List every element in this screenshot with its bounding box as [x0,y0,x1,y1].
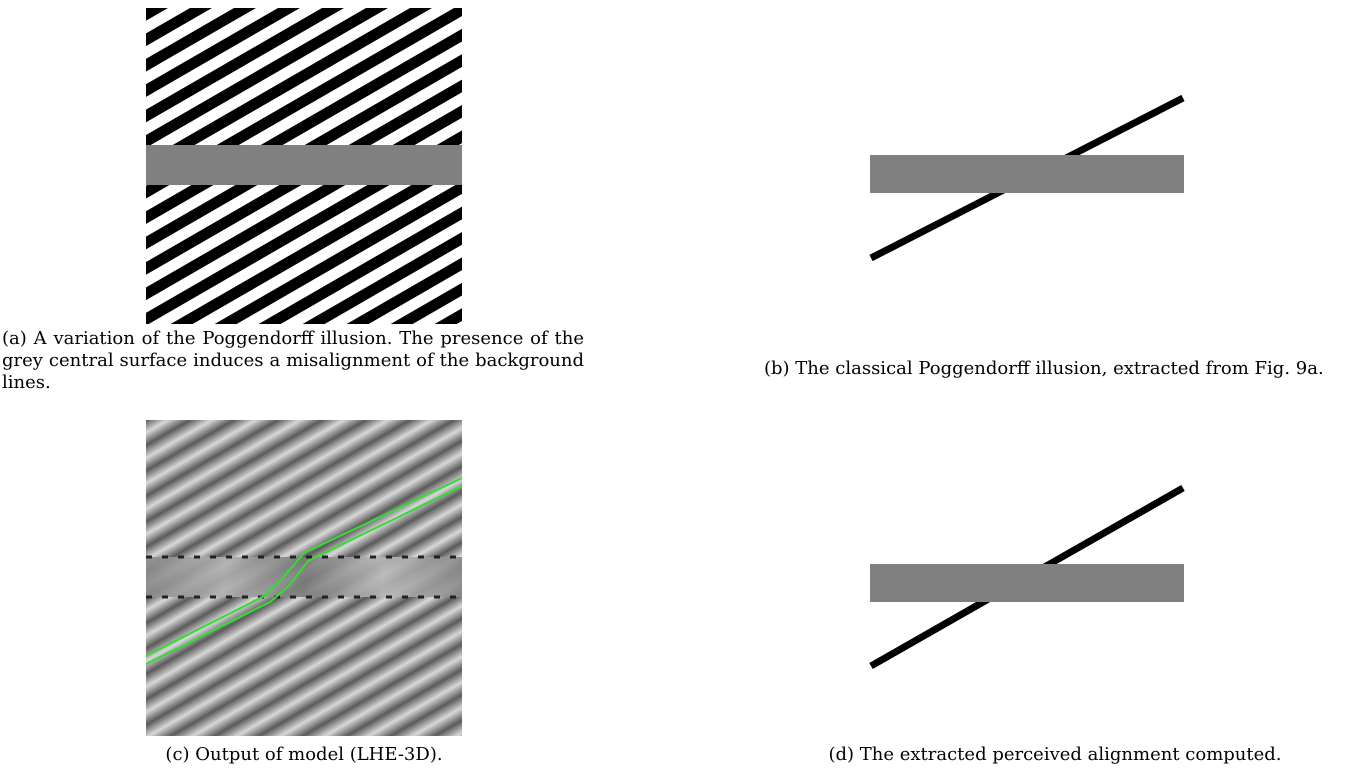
green-trace-upper [146,477,462,657]
grey-central-surface [146,145,462,185]
panel-b-image [869,95,1185,263]
classical-poggendorff-graphic [869,95,1185,262]
model-output-graphic [146,420,462,736]
grey-occluding-bar [870,564,1184,602]
caption-d: (d) The extracted perceived alignment co… [828,744,1282,765]
caption-b: (b) The classical Poggendorff illusion, … [764,358,1324,379]
panel-a-image [146,8,462,324]
grey-occluding-bar [870,155,1184,193]
poggendorff-variation-graphic [146,8,462,324]
caption-c: (c) Output of model (LHE-3D). [165,744,443,765]
panel-c-image [146,420,462,736]
caption-a: (a) A variation of the Poggendorff illus… [2,328,584,393]
panel-d-image [869,485,1185,670]
filtered-central-band [146,557,462,597]
green-trace-lower [146,485,462,665]
perceived-alignment-graphic [869,485,1185,670]
